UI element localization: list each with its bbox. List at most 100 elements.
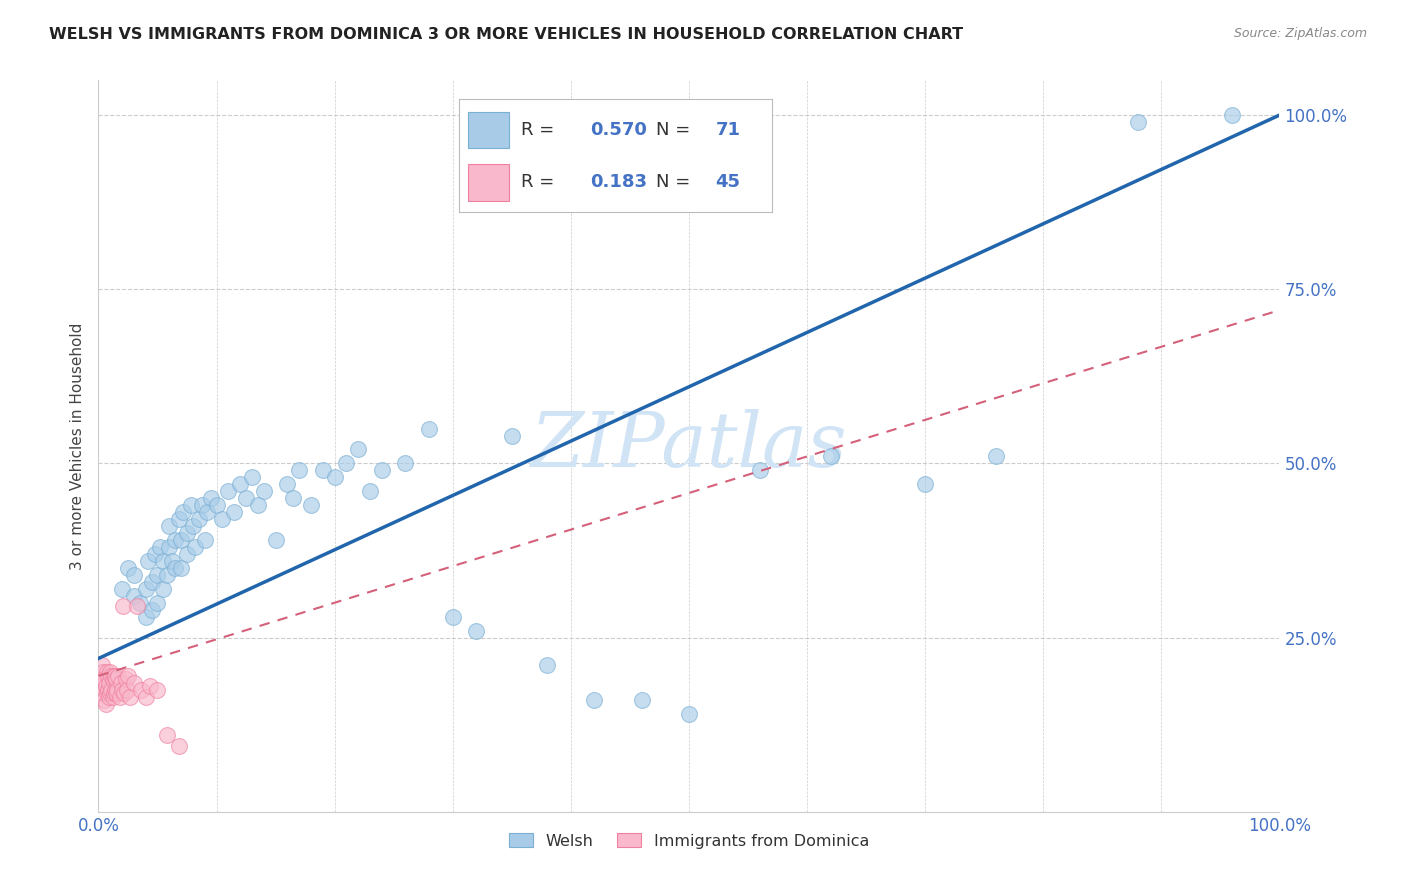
Point (536, 658, 558, 673)
Point (156, 567, 179, 582)
Point (90, 679, 112, 693)
Point (97, 682, 120, 697)
Point (160, 554, 183, 568)
Point (105, 682, 128, 697)
Point (359, 484, 381, 499)
Point (1220, 108, 1243, 122)
Point (253, 484, 276, 499)
Point (112, 686, 135, 700)
Point (97, 669, 120, 683)
Point (170, 561, 193, 575)
Point (127, 599, 149, 614)
Point (165, 533, 187, 547)
Point (441, 609, 464, 624)
Point (104, 682, 127, 697)
Point (122, 567, 145, 582)
Point (235, 491, 257, 506)
Point (678, 707, 700, 722)
Point (820, 450, 842, 464)
Point (122, 589, 145, 603)
Point (105, 686, 128, 700)
Point (224, 505, 246, 519)
Point (152, 554, 174, 568)
Point (114, 673, 136, 687)
Point (217, 484, 239, 499)
Point (288, 463, 311, 477)
Point (180, 498, 202, 512)
Point (120, 690, 142, 704)
Point (110, 676, 132, 690)
Point (984, 450, 1007, 464)
Point (136, 554, 159, 568)
Point (583, 693, 606, 707)
Point (101, 673, 124, 687)
Point (184, 540, 207, 554)
Point (176, 526, 198, 541)
Point (200, 491, 222, 506)
Point (165, 561, 187, 575)
Point (111, 682, 134, 697)
Text: ZIPatlas: ZIPatlas (530, 409, 848, 483)
Point (335, 457, 357, 471)
Point (96, 686, 118, 700)
Point (100, 682, 122, 697)
Point (229, 477, 252, 491)
Point (501, 428, 523, 442)
Point (187, 512, 209, 526)
Point (135, 609, 157, 624)
Point (105, 673, 128, 687)
Point (94, 679, 117, 693)
Point (149, 540, 172, 554)
Point (101, 690, 124, 704)
Text: Source: ZipAtlas.com: Source: ZipAtlas.com (1233, 27, 1367, 40)
Point (240, 470, 263, 484)
Point (1126, 115, 1149, 129)
Point (91, 665, 114, 680)
Point (141, 603, 163, 617)
Point (141, 574, 163, 589)
Text: WELSH VS IMMIGRANTS FROM DOMINICA 3 OR MORE VEHICLES IN HOUSEHOLD CORRELATION CH: WELSH VS IMMIGRANTS FROM DOMINICA 3 OR M… (49, 27, 963, 42)
Point (112, 599, 135, 614)
Y-axis label: 3 or more Vehicles in Household: 3 or more Vehicles in Household (69, 322, 84, 570)
Point (98, 676, 121, 690)
Point (115, 682, 138, 697)
Point (167, 512, 190, 526)
Point (181, 519, 204, 533)
Point (146, 682, 169, 697)
Point (104, 669, 127, 683)
Point (371, 463, 394, 477)
Point (299, 498, 322, 512)
Legend: Welsh, Immigrants from Dominica: Welsh, Immigrants from Dominica (502, 827, 876, 855)
Point (167, 739, 190, 753)
Point (103, 686, 125, 700)
Point (98, 665, 121, 680)
Point (246, 498, 269, 512)
Point (135, 690, 157, 704)
Point (143, 547, 166, 561)
Point (172, 505, 194, 519)
Point (98, 686, 121, 700)
Point (93, 693, 115, 707)
Point (129, 682, 152, 697)
Point (276, 477, 298, 491)
Point (176, 547, 198, 561)
Point (93, 673, 115, 687)
Point (103, 669, 125, 683)
Point (394, 457, 416, 471)
Point (152, 582, 174, 596)
Point (117, 669, 139, 683)
Point (630, 693, 652, 707)
Point (100, 669, 122, 683)
Point (157, 540, 180, 554)
Point (170, 533, 193, 547)
Point (194, 533, 217, 547)
Point (748, 463, 770, 477)
Point (347, 442, 370, 457)
Point (135, 582, 157, 596)
Point (283, 491, 305, 506)
Point (111, 582, 134, 596)
Point (94, 697, 117, 711)
Point (139, 679, 162, 693)
Point (128, 596, 150, 610)
Point (195, 505, 218, 519)
